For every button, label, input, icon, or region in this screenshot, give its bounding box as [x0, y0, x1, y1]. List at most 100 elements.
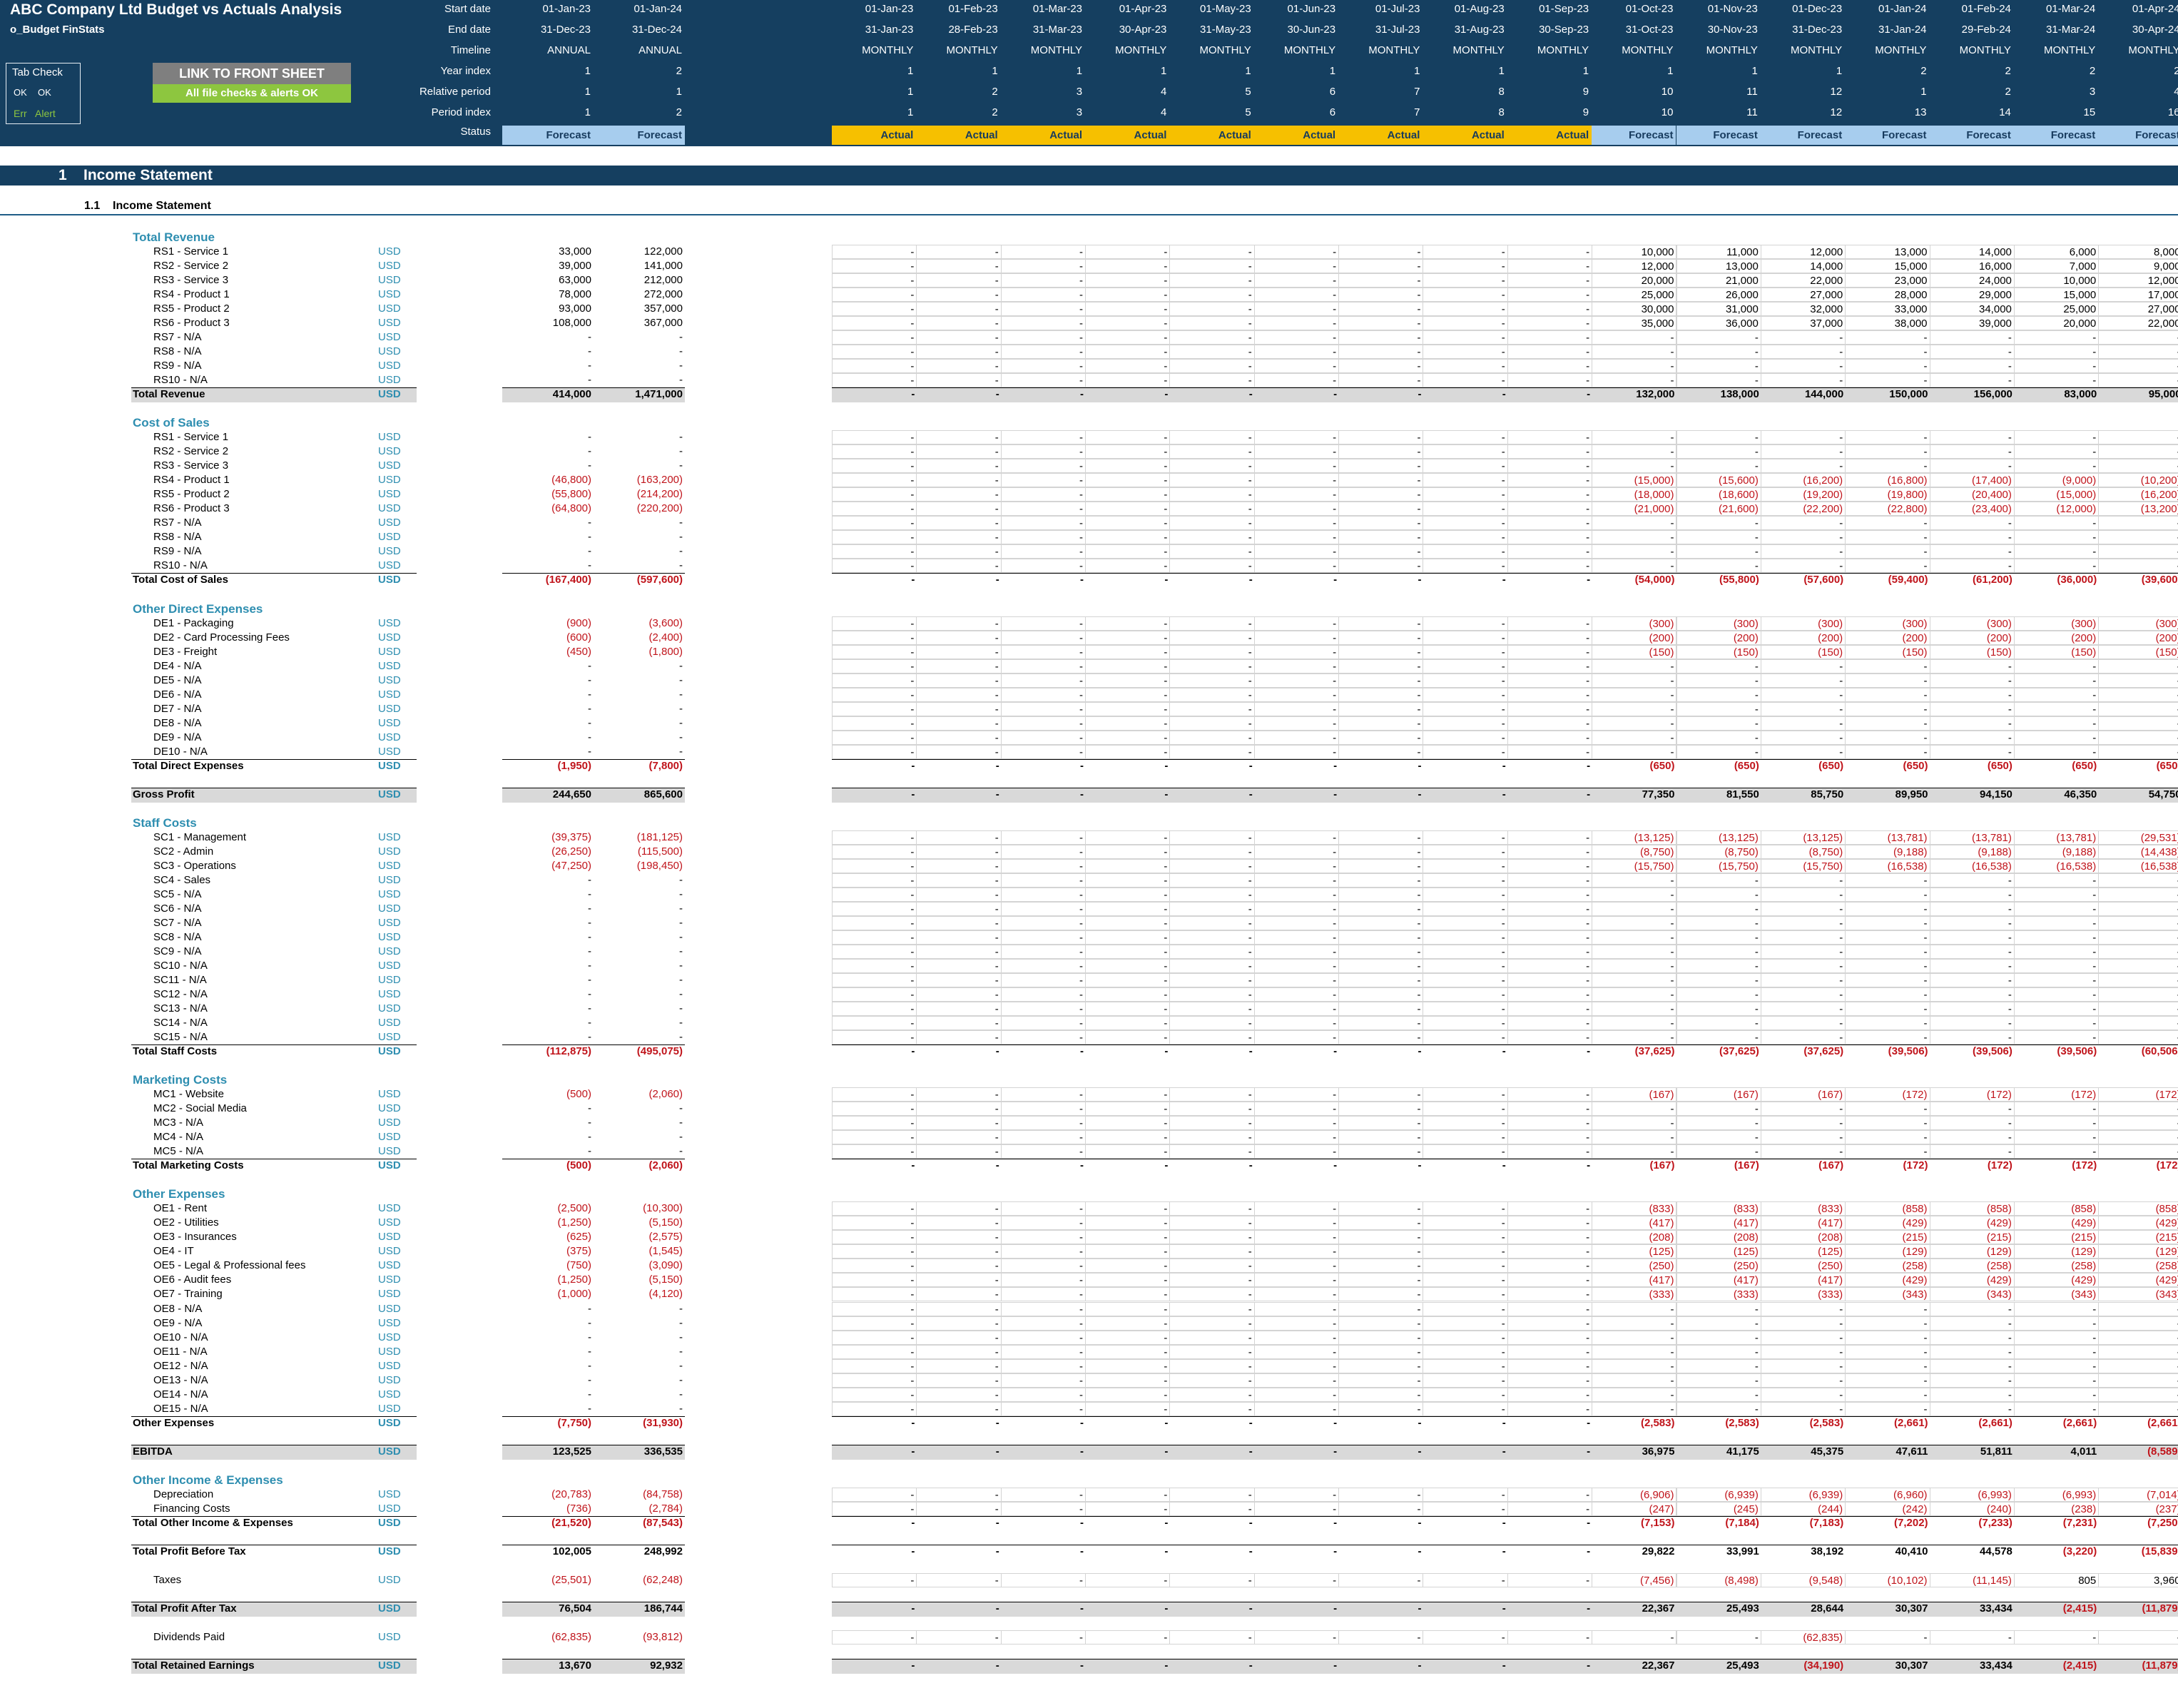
- monthly-value: -: [1592, 530, 1677, 545]
- monthly-value: -: [1338, 1002, 1424, 1017]
- annual-value: (625): [566, 1231, 591, 1244]
- monthly-value: (200): [1592, 630, 1677, 645]
- monthly-value: -: [1338, 1130, 1424, 1145]
- monthly-value: (240): [1929, 1501, 2015, 1516]
- table-row: OE2 - Utilities USD (1,250) (5,150) - - - - - - - -…: [0, 1216, 2178, 1231]
- monthly-value: -: [2098, 1116, 2178, 1131]
- monthly-value: (11,145): [1929, 1572, 2015, 1587]
- monthly-value: -: [995, 574, 999, 586]
- monthly-value: -: [1507, 1144, 1593, 1159]
- monthly-value: -: [1676, 359, 1761, 374]
- period-idx: 9: [1582, 106, 1589, 118]
- period-idx: 2: [676, 106, 682, 118]
- monthly-value: -: [832, 530, 917, 545]
- total-band: [832, 1415, 2178, 1431]
- monthly-value: -: [1592, 1130, 1677, 1145]
- monthly-value: -: [832, 502, 917, 517]
- monthly-value: (37,625): [1719, 1045, 1759, 1058]
- monthly-value: -: [1676, 1387, 1761, 1402]
- monthly-value: (6,939): [1676, 1487, 1761, 1502]
- monthly-value: -: [916, 701, 1002, 716]
- monthly-value: -: [1676, 1002, 1761, 1017]
- monthly-value: -: [1592, 887, 1677, 902]
- row-label: OE9 - N/A: [153, 1316, 203, 1329]
- category-label: Other Income & Expenses: [133, 1473, 283, 1487]
- monthly-value: -: [1676, 1373, 1761, 1388]
- monthly-value: -: [1169, 1401, 1255, 1416]
- monthly-value: -: [1085, 844, 1171, 859]
- monthly-value: (208): [1676, 1230, 1761, 1245]
- monthly-value: -: [1587, 1602, 1591, 1615]
- row-label: MC1 - Website: [153, 1088, 224, 1101]
- period-timeline: MONTHLY: [1283, 44, 1336, 56]
- unit-label: USD: [378, 945, 401, 957]
- total-band: [832, 1601, 2178, 1617]
- monthly-value: -: [1248, 1045, 1253, 1058]
- monthly-value: -: [1080, 574, 1084, 586]
- monthly-value: -: [1845, 744, 1930, 759]
- monthly-value: -: [916, 1273, 1002, 1288]
- monthly-value: -: [1845, 873, 1930, 888]
- monthly-value: -: [1085, 673, 1171, 688]
- period-rel: 3: [2089, 86, 2096, 98]
- period-end: 31-Jul-23: [1375, 24, 1420, 36]
- period-rel: 10: [1661, 86, 1674, 98]
- monthly-value: -: [1085, 430, 1171, 445]
- total-row: Total Revenue USD 414,000 1,471,000- - - - - - - -…: [0, 387, 2178, 403]
- annual-value: 186,744: [643, 1602, 683, 1615]
- monthly-value: (37,625): [1634, 1045, 1675, 1058]
- monthly-value: (200): [1760, 630, 1846, 645]
- monthly-value: -: [1338, 901, 1424, 916]
- monthly-value: -: [1592, 373, 1677, 388]
- category-header: Other Expenses: [0, 1187, 2178, 1201]
- annual-value: -: [588, 888, 591, 900]
- monthly-value: -: [1502, 388, 1506, 401]
- period-rel: 7: [1414, 86, 1420, 98]
- table-row: RS5 - Product 2 USD (55,800) (214,200) - - - - -…: [0, 487, 2178, 502]
- annual-value: 122,000: [643, 245, 683, 258]
- monthly-value: -: [1253, 430, 1340, 445]
- monthly-value: -: [2013, 1016, 2100, 1031]
- annual-value: (375): [566, 1245, 591, 1258]
- period-year: 2: [1920, 65, 1927, 77]
- annual-value: (2,060): [648, 1159, 683, 1172]
- monthly-value: -: [1592, 1301, 1677, 1316]
- monthly-value: (125): [1592, 1244, 1677, 1259]
- monthly-value: -: [1760, 1330, 1846, 1345]
- monthly-value: -: [1169, 630, 1255, 645]
- monthly-value: -: [1169, 502, 1255, 517]
- monthly-value: -: [1253, 1344, 1340, 1359]
- monthly-value: -: [1760, 559, 1846, 574]
- spacer-row: [0, 402, 2178, 416]
- link-to-front-sheet-button[interactable]: LINK TO FRONT SHEET: [153, 63, 351, 84]
- monthly-value: -: [1338, 659, 1424, 673]
- monthly-value: -: [2098, 1002, 2178, 1017]
- monthly-value: -: [1507, 630, 1593, 645]
- monthly-value: (16,538): [1845, 858, 1930, 873]
- monthly-value: -: [1085, 373, 1171, 388]
- annual-value: -: [588, 445, 591, 458]
- monthly-value: -: [832, 516, 917, 531]
- monthly-value: -: [1085, 1487, 1171, 1502]
- monthly-value: (333): [1760, 1287, 1846, 1302]
- monthly-value: -: [1845, 1330, 1930, 1345]
- monthly-value: -: [916, 302, 1002, 317]
- monthly-value: -: [2098, 1387, 2178, 1402]
- period-timeline: MONTHLY: [1790, 44, 1843, 56]
- monthly-value: -: [1338, 373, 1424, 388]
- monthly-value: -: [1760, 1387, 1846, 1402]
- monthly-value: -: [1676, 701, 1761, 716]
- monthly-value: (258): [1845, 1259, 1930, 1274]
- monthly-value: -: [1587, 788, 1591, 800]
- monthly-value: -: [1760, 1102, 1846, 1117]
- monthly-value: -: [995, 759, 999, 772]
- monthly-value: -: [1248, 759, 1253, 772]
- annual-value: -: [588, 960, 591, 972]
- monthly-value: -: [1164, 1516, 1169, 1529]
- monthly-value: -: [1507, 1002, 1593, 1017]
- monthly-value: -: [1929, 930, 2015, 945]
- total-band: [131, 1659, 417, 1674]
- monthly-value: -: [1423, 858, 1508, 873]
